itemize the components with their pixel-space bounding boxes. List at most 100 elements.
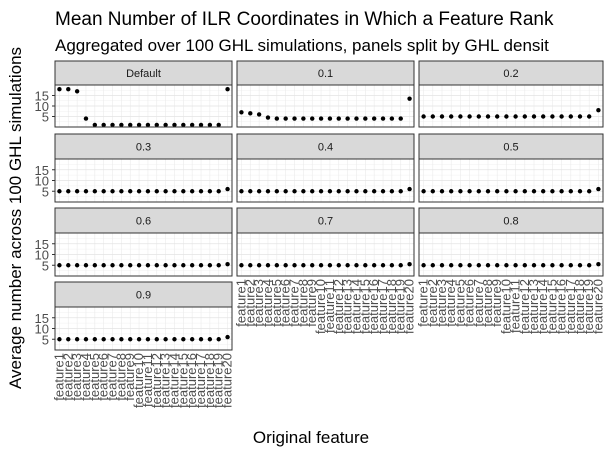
x-tick-label-feature19: feature19 xyxy=(211,353,226,408)
facet-strip xyxy=(54,281,233,308)
data-point-feature16 xyxy=(189,263,195,268)
x-tick-label-feature8: feature8 xyxy=(113,353,128,401)
data-point-feature15 xyxy=(550,114,555,119)
data-point-feature1 xyxy=(239,263,244,268)
data-point-feature16 xyxy=(189,337,195,342)
data-point-feature2 xyxy=(430,263,435,268)
data-point-feature5 xyxy=(458,263,463,268)
data-point-feature3 xyxy=(256,263,262,268)
data-point-feature18 xyxy=(389,189,395,194)
data-point-feature10 xyxy=(136,263,142,268)
x-tick-label-feature19: feature19 xyxy=(393,279,408,334)
data-point-feature6 xyxy=(101,337,106,342)
x-tick-label-feature15: feature15 xyxy=(357,279,372,334)
x-tick-label-feature12: feature12 xyxy=(517,279,532,334)
data-point-feature8 xyxy=(485,114,491,119)
data-point-feature18 xyxy=(577,114,583,119)
x-tick-label-feature12: feature12 xyxy=(149,353,164,408)
data-point-feature12 xyxy=(522,263,527,268)
data-point-feature12 xyxy=(154,263,159,268)
data-point-feature17 xyxy=(568,189,573,194)
data-point-feature16 xyxy=(189,122,195,128)
data-point-feature14 xyxy=(541,263,546,268)
data-point-feature10 xyxy=(318,189,324,194)
data-point-feature9 xyxy=(128,122,133,128)
data-point-feature6 xyxy=(101,263,106,268)
data-point-feature11 xyxy=(145,263,151,268)
data-point-feature20 xyxy=(225,334,230,340)
x-tick-label-feature16: feature16 xyxy=(184,353,199,408)
data-point-feature20 xyxy=(407,186,412,192)
y-tick-label: 15 xyxy=(35,311,49,326)
data-point-feature12 xyxy=(336,116,341,121)
data-point-feature12 xyxy=(154,337,159,342)
data-point-feature15 xyxy=(363,263,368,268)
data-point-feature10 xyxy=(504,114,509,119)
x-tick-label-feature4: feature4 xyxy=(260,279,275,327)
data-point-feature13 xyxy=(531,263,537,268)
data-point-feature10 xyxy=(136,122,142,128)
x-tick-label-feature9: feature9 xyxy=(489,279,504,327)
x-tick-label-feature20: feature20 xyxy=(402,279,417,334)
x-tick-label-feature13: feature13 xyxy=(340,279,355,334)
x-tick-label-feature1: feature1 xyxy=(233,279,248,327)
data-point-feature8 xyxy=(301,189,306,194)
facet-panel-0.7: 0.7 xyxy=(236,207,415,277)
data-point-feature6 xyxy=(101,189,106,194)
data-point-feature20 xyxy=(225,261,230,267)
x-tick-label-feature6: feature6 xyxy=(462,279,477,327)
x-tick-label-feature6: feature6 xyxy=(278,279,293,327)
data-point-feature15 xyxy=(363,189,368,194)
data-point-feature20 xyxy=(407,261,412,267)
data-point-feature3 xyxy=(74,89,80,94)
data-point-feature8 xyxy=(301,263,306,268)
data-point-feature10 xyxy=(136,189,142,194)
data-point-feature17 xyxy=(568,263,573,268)
data-point-feature11 xyxy=(513,114,518,119)
data-point-feature13 xyxy=(163,189,168,194)
data-point-feature4 xyxy=(83,263,89,268)
data-point-feature18 xyxy=(207,337,213,342)
facet-strip-label: 0.2 xyxy=(503,68,518,80)
data-point-feature18 xyxy=(207,189,213,194)
data-point-feature4 xyxy=(83,116,89,121)
data-point-feature17 xyxy=(198,189,204,194)
data-point-feature9 xyxy=(495,114,500,119)
data-point-feature8 xyxy=(485,263,491,268)
data-point-feature11 xyxy=(145,189,151,194)
data-point-feature6 xyxy=(467,114,472,119)
facet-strip-label: 0.5 xyxy=(503,142,518,154)
data-point-feature16 xyxy=(371,189,377,194)
data-point-feature7 xyxy=(110,263,115,268)
data-point-feature7 xyxy=(476,114,481,119)
data-point-feature9 xyxy=(128,337,133,342)
data-point-feature5 xyxy=(92,189,98,194)
panel-border xyxy=(236,158,415,203)
data-point-feature5 xyxy=(92,122,98,128)
data-point-feature19 xyxy=(216,189,221,194)
data-point-feature1 xyxy=(421,114,426,119)
data-point-feature17 xyxy=(198,263,204,268)
data-point-feature10 xyxy=(136,337,142,342)
data-point-feature3 xyxy=(256,189,262,194)
x-tick-label-feature10: feature10 xyxy=(498,279,513,334)
data-point-feature3 xyxy=(439,189,445,194)
panel-border xyxy=(236,84,415,128)
data-point-feature19 xyxy=(216,337,221,342)
x-tick-label-feature2: feature2 xyxy=(60,353,75,401)
x-tick-label-feature13: feature13 xyxy=(526,279,541,334)
y-tick-label: 15 xyxy=(35,237,49,252)
x-tick-label-feature9: feature9 xyxy=(122,353,137,401)
data-point-feature13 xyxy=(345,189,350,194)
facet-panel-0.5: 0.5 xyxy=(418,133,604,203)
data-point-feature5 xyxy=(458,189,463,194)
y-tick-label: 15 xyxy=(35,89,49,104)
chart-title: Mean Number of ILR Coordinates in Which … xyxy=(55,9,554,30)
x-tick-label-feature10: feature10 xyxy=(313,279,328,334)
panel-border xyxy=(418,158,604,203)
data-point-feature8 xyxy=(119,337,124,342)
data-point-feature15 xyxy=(363,116,368,121)
